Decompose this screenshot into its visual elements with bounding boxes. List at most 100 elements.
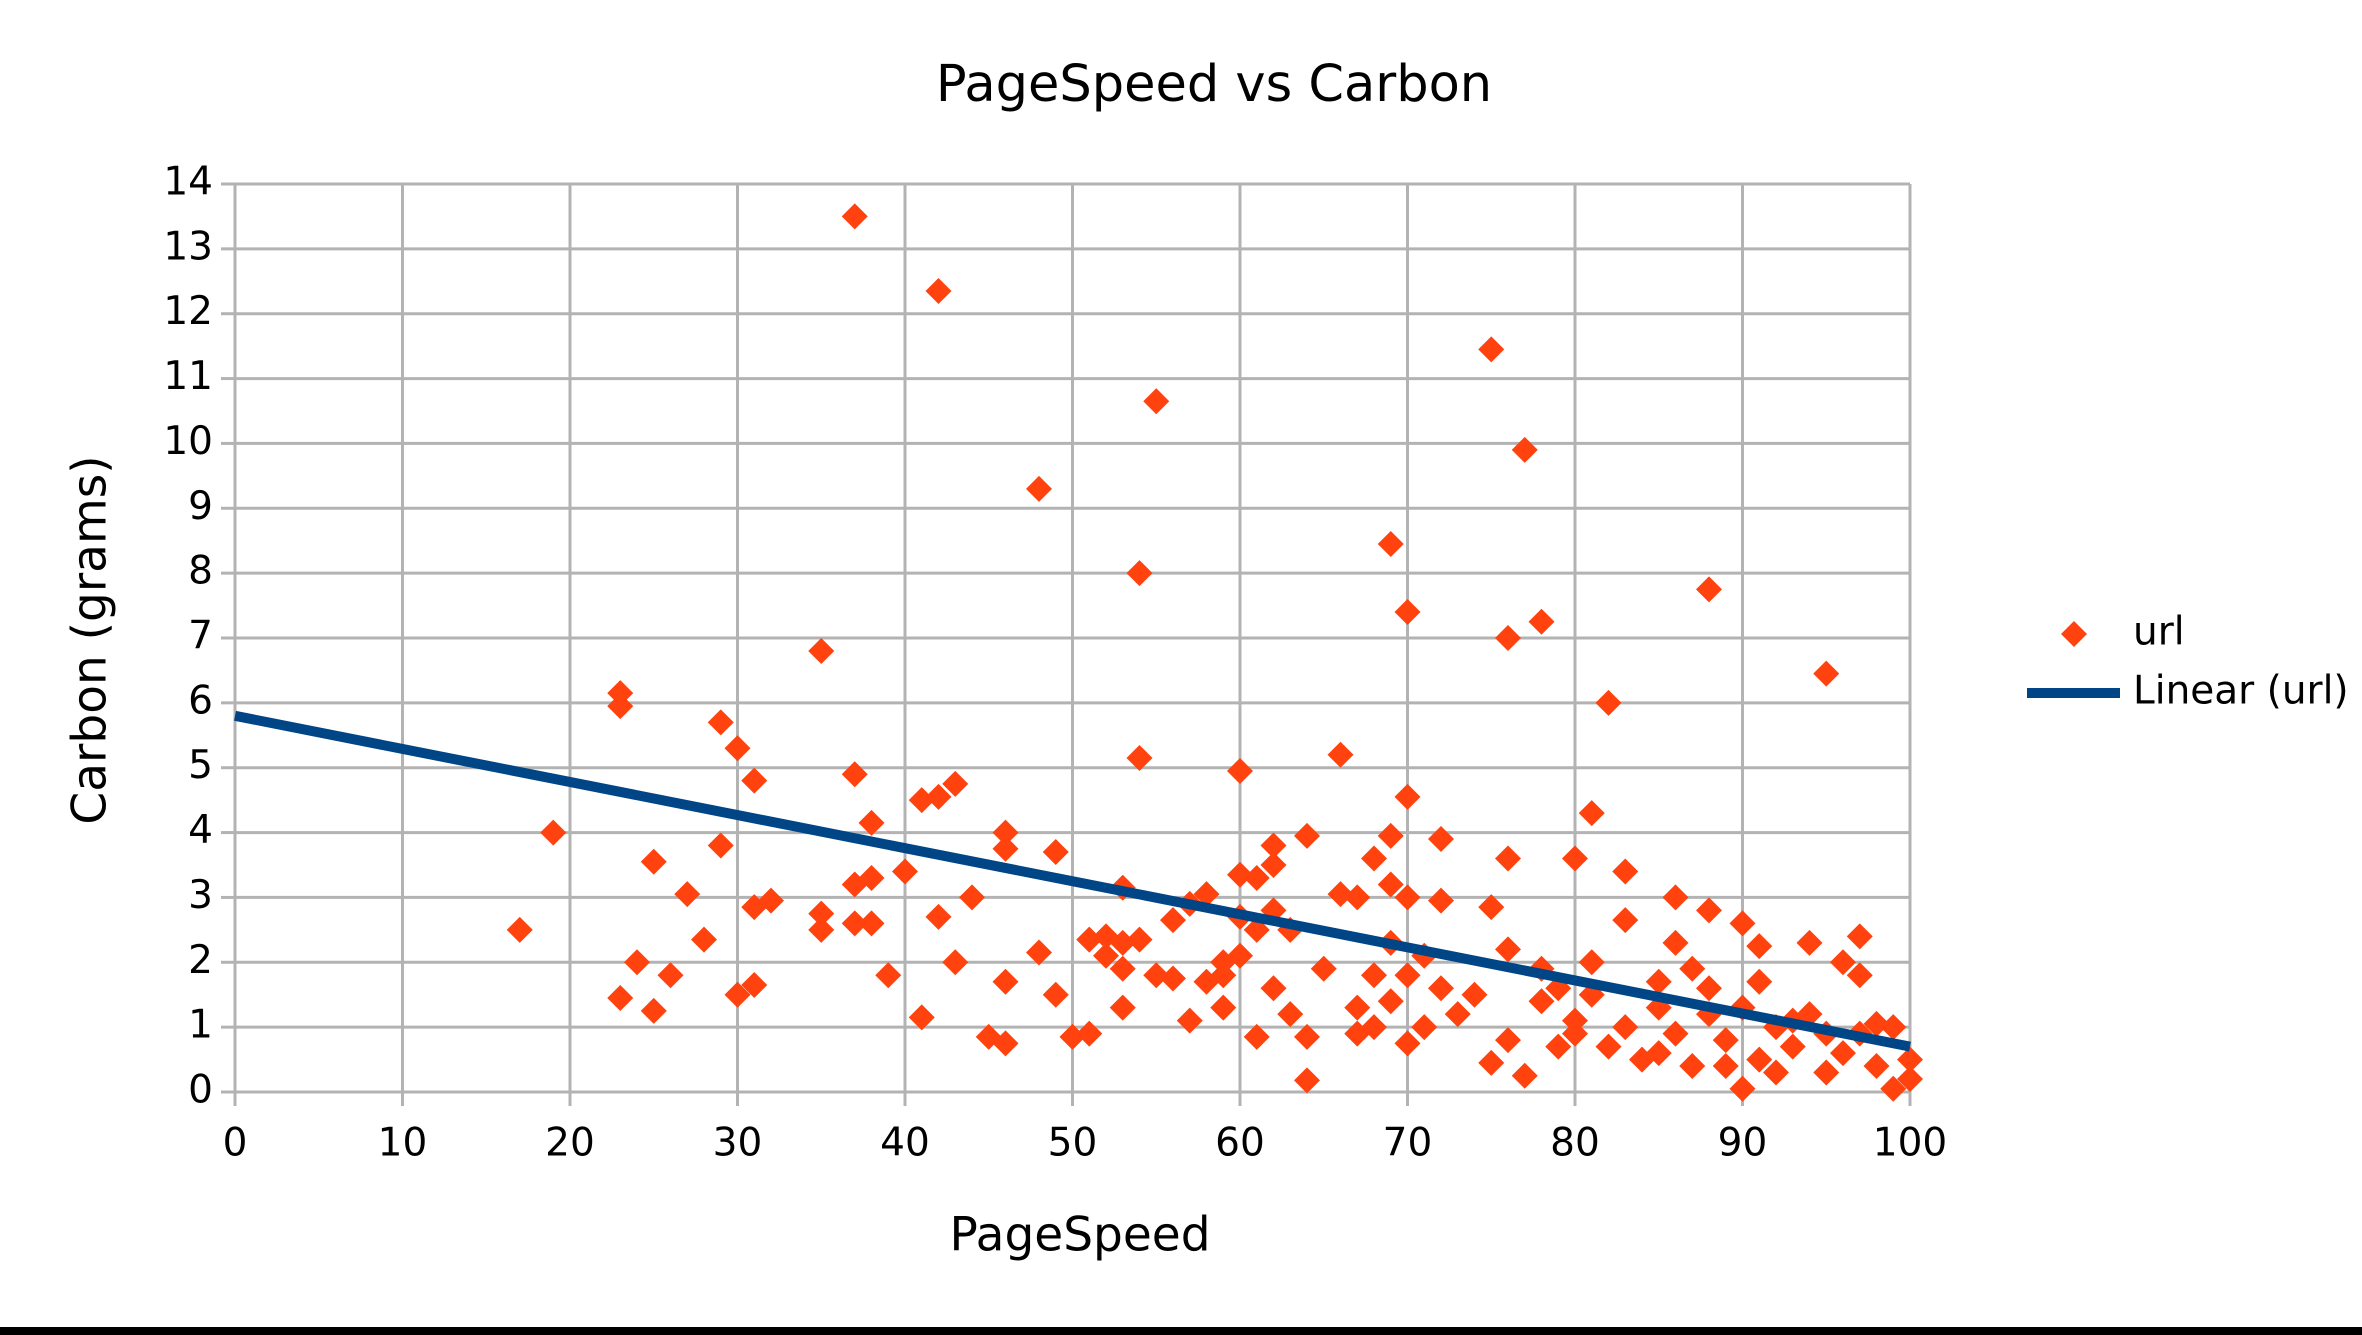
- scatter-point: [1528, 608, 1555, 635]
- scatter-point: [1495, 625, 1521, 651]
- scatter-point: [1595, 689, 1622, 716]
- scatter-point: [875, 962, 902, 989]
- scatter-point: [1511, 1062, 1538, 1089]
- scatter-point: [1126, 744, 1153, 771]
- scatter-point: [724, 735, 751, 762]
- scatter-point: [1796, 929, 1823, 956]
- scatter-point: [1578, 949, 1605, 976]
- scatter-point: [1830, 949, 1856, 976]
- scatter-point: [1746, 1046, 1773, 1073]
- scatter-point: [1260, 975, 1287, 1002]
- x-tick-label: 50: [1048, 1121, 1098, 1166]
- scatter-point: [1310, 955, 1337, 982]
- scatter-point: [808, 637, 835, 664]
- scatter-point: [607, 693, 634, 720]
- x-tick-label: 70: [1383, 1121, 1433, 1166]
- legend-marker: [2061, 621, 2087, 647]
- scatter-point: [1545, 1033, 1572, 1060]
- scatter-point: [1461, 981, 1488, 1008]
- scatter-point: [674, 881, 701, 908]
- scatter-point: [942, 770, 969, 797]
- scatter-point: [1210, 994, 1237, 1021]
- scatter-point: [1696, 897, 1722, 924]
- scatter-point: [925, 278, 952, 305]
- scatter-point: [1578, 800, 1605, 827]
- scatter-point: [858, 809, 885, 836]
- scatter-point: [707, 832, 734, 859]
- scatter-point: [1729, 1075, 1756, 1102]
- scatter-point: [640, 848, 667, 875]
- scatter-point: [1160, 965, 1186, 992]
- y-tick-label: 6: [188, 678, 213, 723]
- scatter-point: [1227, 861, 1253, 888]
- scatter-point: [724, 981, 751, 1008]
- scatter-point: [1294, 1067, 1320, 1094]
- scatter-point: [1729, 910, 1756, 937]
- scatter-point: [1193, 881, 1220, 908]
- scatter-point: [1846, 923, 1873, 950]
- y-tick-label: 13: [163, 224, 213, 269]
- scatter-point: [1880, 1014, 1907, 1041]
- scatter-point: [1076, 1020, 1103, 1047]
- scatter-point: [741, 971, 768, 998]
- scatter-point: [1411, 1014, 1438, 1041]
- scatter-point: [1746, 968, 1773, 995]
- scatter-point: [1394, 783, 1421, 810]
- scatter-point: [1394, 599, 1421, 626]
- scatter-point: [841, 203, 868, 230]
- scatter-point: [1830, 1040, 1856, 1067]
- scatter-point: [1243, 1023, 1270, 1050]
- scatter-point: [741, 894, 768, 921]
- scatter-point: [1076, 926, 1103, 953]
- scatter-point: [1394, 1030, 1421, 1057]
- y-tick-label: 5: [188, 743, 213, 788]
- scatter-point: [1696, 975, 1722, 1002]
- y-tick-label: 2: [188, 938, 213, 983]
- scatter-point: [1612, 907, 1639, 934]
- legend-label: url: [2133, 610, 2185, 655]
- scatter-point: [1361, 1014, 1387, 1041]
- chart-title: PageSpeed vs Carbon: [936, 55, 1492, 114]
- scatter-point: [1763, 1059, 1789, 1086]
- scatter-point: [657, 962, 684, 989]
- scatter-point: [1176, 1007, 1203, 1034]
- scatter-point: [1344, 994, 1371, 1021]
- scatter-point: [1813, 1059, 1840, 1086]
- scatter-point: [1160, 907, 1186, 934]
- scatter-point: [1227, 942, 1253, 969]
- scatter-point: [1562, 1020, 1588, 1047]
- scatter-point: [1813, 660, 1840, 687]
- scatter-point: [1495, 936, 1521, 963]
- scatter-point: [892, 858, 918, 885]
- scatter-point: [1662, 884, 1689, 911]
- scatter-point: [1863, 1010, 1890, 1037]
- scatter-point: [741, 767, 768, 794]
- trend-line: [234, 710, 1911, 1052]
- scatter-point: [1126, 926, 1153, 953]
- scatter-point: [1109, 955, 1136, 982]
- scatter-point: [1377, 988, 1404, 1015]
- scatter-point: [1712, 1027, 1739, 1054]
- y-tick-label: 14: [163, 160, 213, 205]
- scatter-point: [841, 761, 868, 788]
- scatter-point: [908, 1004, 935, 1031]
- scatter-point: [1093, 923, 1119, 950]
- scatter-point: [1428, 887, 1454, 914]
- scatter-point: [992, 819, 1019, 846]
- x-axis-label: PageSpeed: [949, 1208, 1210, 1263]
- scatter-point: [1562, 845, 1588, 872]
- bottom-border: [0, 1327, 2362, 1335]
- scatter-point: [1210, 962, 1237, 989]
- scatter-point: [691, 926, 717, 953]
- scatter-point: [1662, 929, 1689, 956]
- scatter-point: [1377, 530, 1404, 557]
- scatter-point: [1696, 576, 1722, 603]
- y-tick-label: 3: [188, 873, 213, 918]
- legend-label: Linear (url): [2133, 669, 2349, 714]
- scatter-point: [1361, 845, 1387, 872]
- scatter-point: [1495, 845, 1521, 872]
- scatter-point: [1779, 1033, 1806, 1060]
- scatter-point: [959, 884, 985, 911]
- scatter-point: [1026, 939, 1052, 966]
